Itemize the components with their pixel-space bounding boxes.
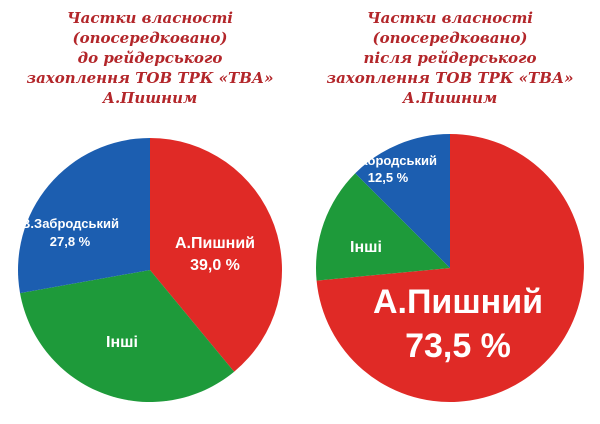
slice-name-label: А.Пишний <box>373 283 543 321</box>
chart-title-after: Частки власності (опосередковано) після … <box>300 8 600 108</box>
slice-value-label: 27,8 % <box>50 234 91 249</box>
pie-slice-inshi <box>20 270 235 402</box>
pie-slice-inshi <box>315 173 450 281</box>
chart-title-line: А.Пишним <box>402 89 498 107</box>
chart-title-line: Частки власності <box>366 9 534 27</box>
chart-title-before: Частки власності (опосередковано) до рей… <box>0 8 300 108</box>
chart-title-line: Частки власності <box>66 9 234 27</box>
slice-value-label: 73,5 % <box>405 327 511 365</box>
chart-panel-after: Частки власності (опосередковано) після … <box>300 0 600 424</box>
slice-value-label: 12,5 % <box>368 170 409 185</box>
pie-slice-zabrodskyi <box>18 138 150 294</box>
chart-title-line: (опосередковано) <box>372 29 528 47</box>
pie-slice-pyshnyi <box>316 134 584 402</box>
slice-name-label: Інші <box>350 239 382 256</box>
slice-value-label: 39,0 % <box>190 257 240 274</box>
slice-name-label: Інші <box>106 334 138 351</box>
pie-chart-before: А.Пишний 39,0 % Інші В.Забродський 27,8 % <box>18 138 283 402</box>
chart-title-line: після рейдерського <box>363 49 537 67</box>
chart-panel-before: Частки власності (опосередковано) до рей… <box>0 8 300 402</box>
pie-slice-pyshnyi <box>150 138 283 372</box>
pie-slice-zabrodskyi <box>355 134 450 268</box>
pie-chart-after: А.Пишний 73,5 % Інші В.Забродський 12,5 % <box>315 134 584 402</box>
slice-name-label: В.Забродський <box>21 216 119 231</box>
slice-name-label: А.Пишний <box>175 235 255 252</box>
chart-title-line: (опосередковано) <box>72 29 228 47</box>
chart-title-line: А.Пишним <box>102 89 198 107</box>
chart-title-line: до рейдерського <box>77 49 223 67</box>
chart-title-line: захоплення ТОВ ТРК «ТВА» <box>326 69 574 87</box>
slice-name-label: В.Забродський <box>339 153 437 168</box>
chart-title-line: захоплення ТОВ ТРК «ТВА» <box>26 69 274 87</box>
